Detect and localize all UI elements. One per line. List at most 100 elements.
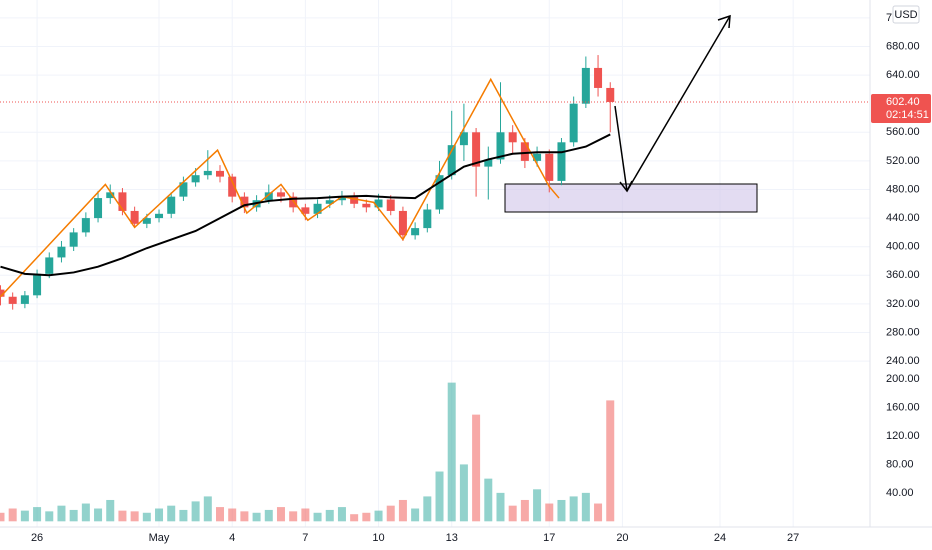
candle-body: [264, 192, 273, 201]
volume-bar: [557, 499, 566, 522]
volume-bar: [594, 503, 603, 522]
volume-bar: [472, 414, 481, 522]
candle-body: [350, 196, 359, 204]
y2-tick-label: 200.00: [886, 373, 920, 385]
candle-body: [520, 142, 529, 161]
volume-bar: [167, 505, 176, 522]
candle-body: [94, 198, 103, 219]
volume-bar: [240, 511, 249, 522]
volume-bar: [45, 511, 54, 522]
candle-body: [581, 67, 590, 104]
volume-bar: [301, 508, 310, 522]
candle-body: [240, 196, 249, 208]
y2-tick-label: 120.00: [886, 430, 920, 442]
y-tick-label: 440.00: [886, 212, 920, 224]
volume-bar: [118, 510, 127, 522]
price-tag: [871, 93, 931, 123]
volume-bar: [81, 503, 90, 522]
volume-bar: [289, 511, 298, 522]
volume-bar: [386, 505, 395, 522]
candle-body: [228, 176, 237, 197]
candle-body: [216, 170, 224, 177]
candle-body: [179, 182, 188, 197]
volume-bar: [459, 464, 468, 522]
volume-bar: [362, 512, 371, 522]
volume-bar: [69, 509, 78, 522]
price-tag-label: 602.40: [886, 96, 920, 108]
candle-body: [508, 132, 517, 143]
candle-body: [276, 192, 285, 197]
candle-body: [313, 203, 322, 214]
candle-body: [362, 203, 371, 208]
countdown: 02:14:51: [886, 109, 929, 121]
candle-body: [557, 142, 566, 181]
volume-bar: [313, 512, 322, 522]
x-tick-label: 26: [31, 532, 43, 544]
y-tick-label: 320.00: [886, 298, 920, 310]
candle-body: [301, 207, 310, 214]
y-tick-label: 280.00: [886, 326, 920, 338]
candle-body: [20, 295, 29, 304]
candle-body: [374, 199, 383, 208]
y-tick-label: 640.00: [886, 69, 920, 81]
volume-bar: [57, 505, 66, 522]
x-tick-label: 7: [302, 532, 308, 544]
y-tick-label: 480.00: [886, 183, 920, 195]
moving-average: [0, 133, 611, 277]
candle-body: [155, 213, 164, 219]
volume-bar: [33, 507, 42, 522]
candle-body: [569, 103, 578, 143]
x-tick-label: 10: [372, 532, 384, 544]
candle-body: [289, 196, 298, 208]
volume-bar: [545, 503, 554, 522]
candle-body: [545, 153, 554, 181]
candle-body: [484, 159, 493, 167]
y-tick-label: 560.00: [886, 126, 920, 138]
arrow-head: [717, 14, 731, 29]
y-tick-label: 360.00: [886, 269, 920, 281]
y2-tick-label: 80.00: [886, 458, 914, 470]
volume-bar: [435, 471, 444, 522]
candle-body: [472, 132, 481, 167]
candle-body: [81, 218, 90, 233]
volume-bar: [276, 507, 285, 522]
volume-bar: [411, 508, 420, 522]
candle-body: [386, 199, 395, 211]
volume-bar: [325, 509, 334, 522]
candle-body: [118, 192, 127, 211]
zigzag-line: [0, 77, 560, 298]
currency: USD: [894, 9, 917, 21]
candle-body: [533, 153, 542, 161]
volume-bar: [350, 514, 359, 522]
volume-bar: [179, 509, 188, 522]
volume-bar: [142, 512, 151, 522]
volume-bar: [216, 507, 224, 522]
candle-body: [8, 296, 17, 304]
candle-body: [130, 210, 139, 224]
y-tick-label: 680.00: [886, 40, 920, 52]
candle-body: [106, 192, 115, 199]
candle-body: [411, 228, 420, 236]
volume-bar: [191, 501, 200, 522]
candle-body: [459, 132, 468, 146]
volume-bar: [447, 382, 456, 522]
y2-tick-label: 40.00: [886, 487, 914, 499]
grid: [0, 0, 870, 527]
volume-bar: [94, 508, 103, 522]
candle-body: [496, 132, 505, 160]
volume-bar: [520, 499, 529, 522]
candle-body: [435, 175, 444, 210]
volume-bar: [508, 505, 517, 522]
x-tick-label: 24: [714, 532, 726, 544]
volume-bar: [155, 508, 164, 522]
candle-body: [423, 209, 432, 229]
candle-body: [167, 196, 176, 214]
x-tick-label: 27: [787, 532, 799, 544]
volume-bar: [264, 509, 273, 522]
x-tick-label: 17: [543, 532, 555, 544]
x-tick-label: 13: [446, 532, 458, 544]
volume-bar: [228, 508, 237, 522]
axes: 26May47101317202427720.00680.00640.00560…: [31, 12, 920, 544]
candle-body: [398, 210, 407, 236]
